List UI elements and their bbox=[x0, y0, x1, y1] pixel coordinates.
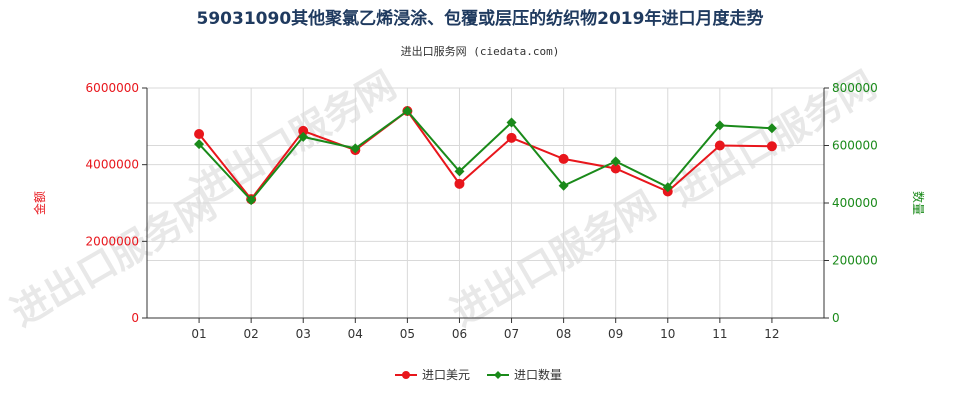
x-tick-label: 05 bbox=[400, 327, 415, 341]
right-tick-label: 800000 bbox=[832, 81, 878, 95]
x-tick-label: 07 bbox=[504, 327, 519, 341]
data-point-quantity bbox=[662, 182, 673, 193]
legend-label: 进口美元 bbox=[422, 368, 470, 382]
x-axis-ticks: 01 02 03 04 05 06 07 08 09 10 11 12 bbox=[191, 318, 780, 341]
legend-label: 进口数量 bbox=[514, 367, 562, 382]
data-point-quantity bbox=[714, 120, 725, 131]
watermark-text: 进出口服务网 bbox=[444, 183, 663, 335]
data-point-quantity bbox=[298, 131, 309, 142]
data-point-usd bbox=[506, 132, 517, 143]
chart-title: 59031090其他聚氯乙烯浸涂、包覆或层压的纺织物2019年进口月度走势 bbox=[197, 8, 764, 29]
data-point-quantity bbox=[350, 143, 361, 154]
data-point-usd bbox=[714, 140, 725, 151]
x-tick-label: 10 bbox=[660, 327, 675, 341]
legend-marker bbox=[494, 371, 502, 379]
x-tick-label: 02 bbox=[244, 327, 259, 341]
data-point-usd bbox=[454, 178, 465, 189]
data-point-quantity bbox=[610, 156, 621, 167]
x-tick-label: 12 bbox=[764, 327, 779, 341]
right-tick-label: 400000 bbox=[832, 196, 878, 210]
data-point-quantity bbox=[246, 195, 257, 206]
data-point-usd bbox=[194, 129, 205, 139]
x-tick-label: 03 bbox=[296, 327, 311, 341]
left-tick-label: 4000000 bbox=[86, 158, 139, 172]
x-tick-label: 06 bbox=[452, 327, 467, 341]
x-tick-label: 09 bbox=[608, 327, 623, 341]
x-tick-label: 04 bbox=[348, 327, 363, 341]
data-point-quantity bbox=[402, 106, 413, 116]
right-tick-label: 200000 bbox=[832, 254, 878, 268]
left-tick-label: 2000000 bbox=[86, 234, 139, 248]
left-tick-label: 6000000 bbox=[86, 81, 139, 95]
data-point-quantity bbox=[506, 117, 517, 128]
data-point-quantity bbox=[558, 180, 569, 191]
data-point-usd bbox=[610, 163, 621, 174]
left-axis-ticks: 0 2000000 4000000 6000000 bbox=[86, 81, 147, 325]
x-tick-label: 11 bbox=[712, 327, 727, 341]
data-point-usd bbox=[558, 153, 569, 164]
left-axis-label: 金额 bbox=[32, 191, 47, 215]
x-tick-label: 01 bbox=[191, 327, 206, 341]
legend-marker bbox=[402, 371, 410, 379]
data-point-usd bbox=[766, 141, 777, 152]
x-tick-label: 08 bbox=[556, 327, 571, 341]
right-axis-ticks: 0 200000 400000 600000 800000 bbox=[824, 81, 878, 325]
right-axis-label: 数量 bbox=[911, 191, 926, 215]
series-line-import-usd bbox=[198, 109, 772, 201]
series-layer bbox=[194, 106, 777, 206]
legend[interactable]: 进口美元 进口数量 bbox=[395, 367, 562, 382]
right-tick-label: 600000 bbox=[832, 139, 878, 153]
chart-subtitle: 进出口服务网 (ciedata.com) bbox=[401, 44, 560, 58]
data-point-usd bbox=[298, 125, 309, 136]
data-point-quantity bbox=[766, 123, 777, 134]
data-point-quantity bbox=[454, 166, 465, 177]
left-tick-label: 0 bbox=[131, 311, 139, 325]
data-point-quantity bbox=[194, 139, 205, 150]
right-tick-label: 0 bbox=[832, 311, 840, 325]
series-line-import-quantity bbox=[198, 109, 772, 202]
